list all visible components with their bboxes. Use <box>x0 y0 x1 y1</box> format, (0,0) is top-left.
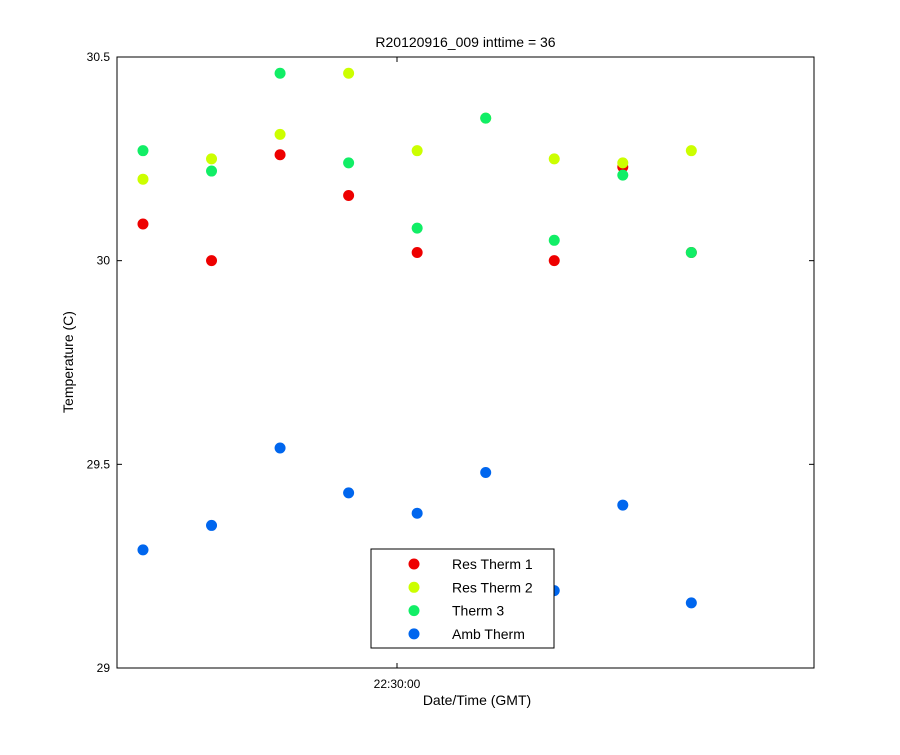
data-point <box>137 145 149 157</box>
series-therm-3 <box>137 67 697 259</box>
data-point <box>206 165 218 177</box>
data-point <box>548 255 560 267</box>
data-point <box>137 544 149 556</box>
data-point <box>411 222 423 234</box>
data-points <box>137 67 697 609</box>
data-point <box>685 597 697 609</box>
chart-title: R20120916_009 inttime = 36 <box>375 34 555 50</box>
data-point <box>411 507 423 519</box>
data-point <box>274 149 286 161</box>
y-tick-label: 30 <box>97 254 111 268</box>
legend-entry-label: Amb Therm <box>452 626 525 642</box>
data-point <box>206 153 218 165</box>
data-point <box>480 112 492 124</box>
data-point <box>685 247 697 259</box>
data-point <box>617 169 629 181</box>
data-point <box>411 145 423 157</box>
data-point <box>343 189 355 201</box>
legend-entry-label: Res Therm 1 <box>452 556 533 572</box>
y-tick-label: 29.5 <box>87 457 111 471</box>
data-point <box>343 157 355 169</box>
data-point <box>206 519 218 531</box>
legend-marker <box>408 581 420 593</box>
legend-marker <box>408 605 420 617</box>
y-tick-label: 30.5 <box>87 50 111 64</box>
x-axis-title: Date/Time (GMT) <box>423 692 531 708</box>
y-axis-title: Temperature (C) <box>60 311 76 413</box>
y-tick-label: 29 <box>97 661 111 675</box>
data-point <box>274 67 286 79</box>
plot-area-frame <box>116 56 815 669</box>
x-axis: 22:30:00 <box>374 57 421 691</box>
legend: Res Therm 1 Res Therm 2 Therm 3 Amb Therm <box>370 548 555 649</box>
data-point <box>480 466 492 478</box>
legend-entry-label: Therm 3 <box>452 603 504 619</box>
x-tick-label: 22:30:00 <box>374 677 421 691</box>
data-point <box>617 499 629 511</box>
y-axis: 29 29.5 30 30.5 <box>87 50 814 675</box>
data-point <box>137 218 149 230</box>
data-point <box>206 255 218 267</box>
data-point <box>137 173 149 185</box>
data-point <box>411 247 423 259</box>
data-point <box>548 153 560 165</box>
legend-box <box>370 548 555 649</box>
data-point <box>617 157 629 169</box>
legend-marker <box>408 628 420 640</box>
series-amb-therm <box>137 442 697 609</box>
data-point <box>343 487 355 499</box>
data-point <box>548 234 560 246</box>
data-point <box>274 128 286 140</box>
data-point <box>274 442 286 454</box>
data-point <box>685 145 697 157</box>
legend-marker <box>408 558 420 570</box>
data-point <box>343 67 355 79</box>
legend-entry-label: Res Therm 2 <box>452 579 533 595</box>
